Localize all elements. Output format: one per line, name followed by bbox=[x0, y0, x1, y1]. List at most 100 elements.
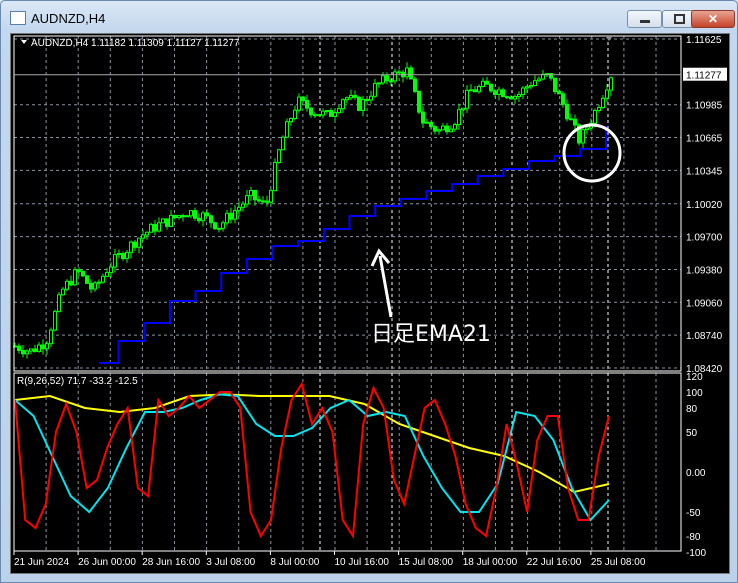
time-tick-label: 22 Jul 16:00 bbox=[527, 557, 582, 568]
candle bbox=[61, 288, 65, 296]
candle bbox=[553, 77, 557, 93]
candle bbox=[245, 195, 249, 205]
candle bbox=[601, 97, 605, 108]
indicator-tick-label: 120 bbox=[686, 372, 703, 383]
candle bbox=[93, 282, 97, 290]
candle bbox=[249, 189, 253, 197]
candle bbox=[113, 254, 117, 268]
indicator-tick-label: 80 bbox=[686, 404, 698, 415]
annotation-arrowhead bbox=[370, 248, 391, 267]
price-tick-label: 1.10020 bbox=[686, 200, 723, 211]
candle bbox=[89, 282, 93, 290]
candle bbox=[125, 251, 129, 260]
candle bbox=[405, 67, 409, 78]
candle bbox=[597, 106, 601, 111]
candle bbox=[345, 97, 349, 101]
annotation-text: 日足EMA21 bbox=[371, 322, 491, 347]
indicator-tick-label: 100 bbox=[686, 388, 703, 399]
indicator-tick-label: 0.00 bbox=[686, 468, 706, 479]
candle bbox=[529, 85, 533, 88]
shift-marker-icon bbox=[605, 36, 613, 41]
candle bbox=[489, 83, 493, 92]
candle bbox=[493, 90, 497, 96]
minimize-button[interactable] bbox=[627, 10, 662, 28]
candle bbox=[73, 269, 77, 286]
candle bbox=[161, 218, 165, 224]
candle bbox=[257, 199, 261, 202]
time-tick-label: 25 Jul 08:00 bbox=[591, 557, 646, 568]
price-chart[interactable]: 1.11625 1.10985 1.10665 1.10345 1.10020 1.097… bbox=[11, 34, 729, 573]
candle bbox=[233, 210, 237, 220]
candle bbox=[509, 96, 513, 100]
price-tick-label: 1.10985 bbox=[686, 101, 723, 112]
candle bbox=[561, 93, 565, 105]
candle bbox=[49, 329, 53, 345]
candle bbox=[605, 89, 609, 99]
candle bbox=[261, 200, 265, 203]
candle bbox=[33, 348, 37, 353]
candle bbox=[397, 71, 401, 74]
candle bbox=[201, 212, 205, 222]
candle bbox=[549, 73, 553, 79]
candle bbox=[133, 241, 137, 248]
candle bbox=[253, 189, 257, 201]
time-tick-label: 15 Jul 08:00 bbox=[399, 557, 454, 568]
maximize-icon bbox=[674, 14, 685, 24]
candle bbox=[417, 90, 421, 113]
candle bbox=[129, 241, 133, 253]
chart-area[interactable]: 1.11625 1.10985 1.10665 1.10345 1.10020 1.097… bbox=[10, 33, 730, 574]
candle bbox=[581, 129, 585, 144]
candle bbox=[177, 215, 181, 219]
candle bbox=[317, 114, 321, 117]
price-tick-label: 1.08740 bbox=[686, 331, 723, 342]
candle bbox=[277, 149, 281, 163]
candle bbox=[185, 215, 189, 218]
indicator-lines bbox=[14, 381, 610, 539]
indicator-line bbox=[14, 393, 610, 494]
indicator-tick-label: -80 bbox=[686, 532, 701, 543]
price-tick-label: 1.10665 bbox=[686, 134, 723, 145]
ema21-path bbox=[99, 126, 607, 364]
candle bbox=[157, 222, 161, 232]
indicator-line bbox=[14, 381, 610, 539]
candle bbox=[229, 212, 233, 220]
candle bbox=[153, 223, 157, 232]
candle bbox=[213, 222, 217, 230]
chart-window-icon bbox=[10, 11, 26, 25]
candle bbox=[513, 95, 517, 100]
candle bbox=[81, 270, 85, 277]
candle bbox=[241, 203, 245, 208]
dropdown-triangle-icon bbox=[21, 40, 27, 44]
price-tick-label: 1.10345 bbox=[686, 166, 723, 177]
candle bbox=[373, 82, 377, 97]
candle bbox=[141, 234, 145, 239]
time-tick-label: 3 Jul 08:00 bbox=[206, 557, 255, 568]
close-button[interactable]: ✕ bbox=[691, 10, 735, 28]
title-bar[interactable]: AUDNZD,H4 ✕ bbox=[1, 1, 737, 33]
candle bbox=[301, 96, 305, 102]
candle bbox=[537, 78, 541, 82]
candle bbox=[57, 294, 61, 312]
indicator-label: R(9,26,52) 71.7 -33.2 -12.5 bbox=[17, 376, 138, 387]
candle bbox=[209, 215, 213, 224]
time-tick-label: 21 Jun 2024 bbox=[14, 557, 69, 568]
candle bbox=[137, 237, 141, 248]
current-price-label: 1.11277 bbox=[686, 71, 722, 82]
candle bbox=[369, 95, 373, 101]
candle bbox=[193, 210, 197, 219]
candle bbox=[557, 91, 561, 95]
candle bbox=[357, 96, 361, 111]
candle bbox=[189, 210, 193, 217]
candle bbox=[105, 272, 109, 277]
axes: 1.11625 1.10985 1.10665 1.10345 1.10020 1.097… bbox=[13, 35, 727, 568]
candle bbox=[145, 231, 149, 236]
candle bbox=[97, 281, 101, 284]
candle bbox=[481, 80, 485, 88]
candle bbox=[29, 348, 33, 352]
candle bbox=[485, 80, 489, 85]
candle bbox=[333, 112, 337, 117]
candle bbox=[453, 123, 457, 130]
candle bbox=[281, 136, 285, 151]
time-tick-label: 10 Jul 16:00 bbox=[335, 557, 390, 568]
candle bbox=[433, 126, 437, 132]
